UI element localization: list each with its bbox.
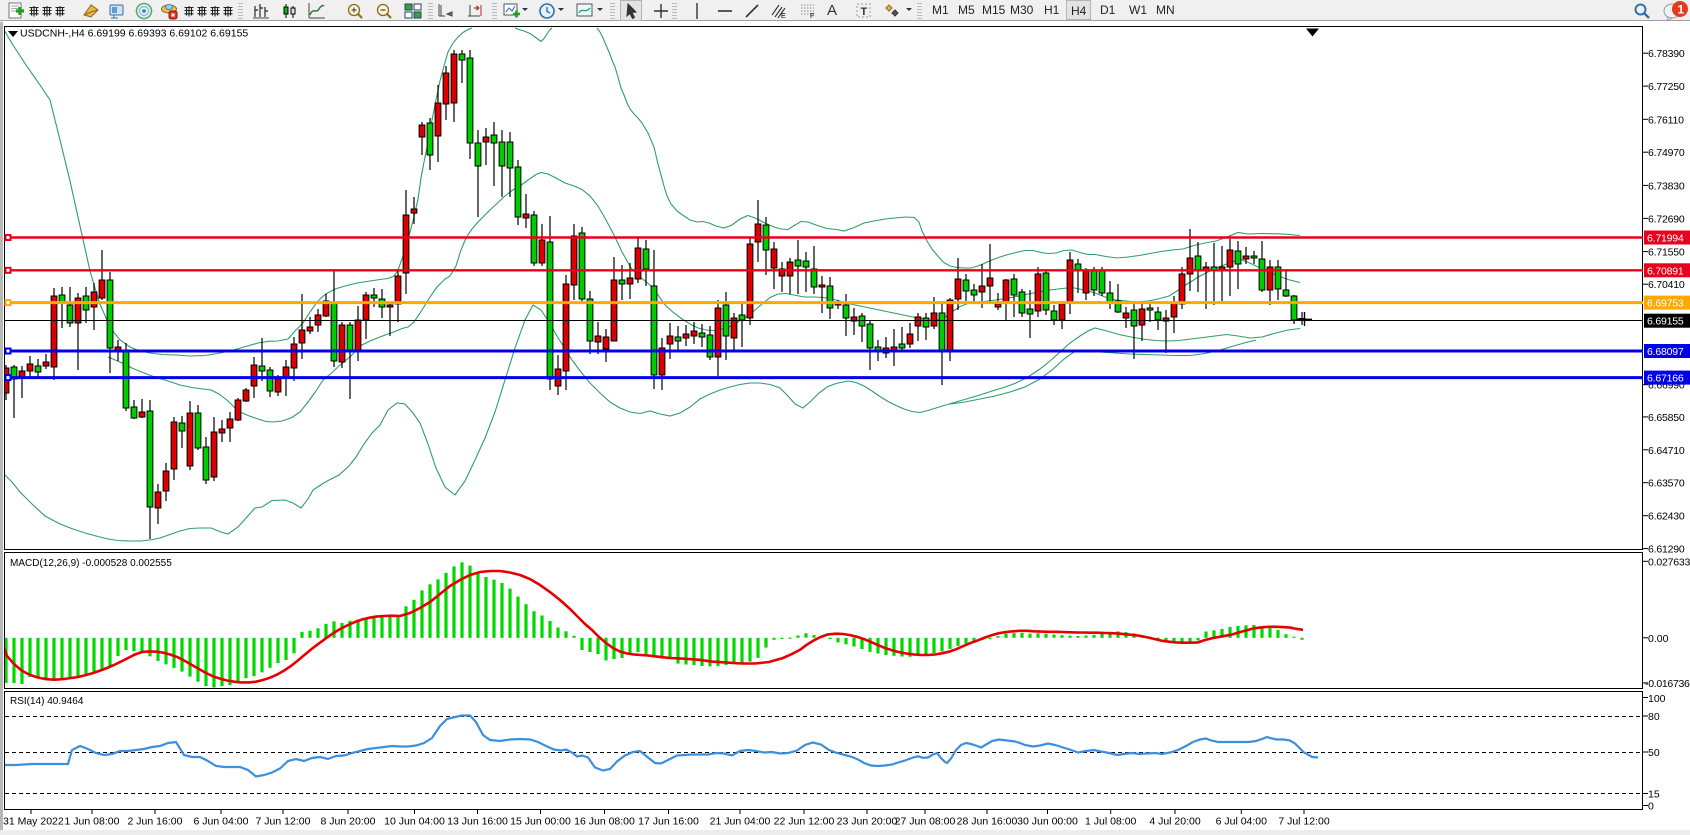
svg-text:6.77250: 6.77250 bbox=[1648, 81, 1685, 93]
svg-text:6.67166: 6.67166 bbox=[1647, 373, 1684, 385]
svg-text:2 Jun 16:00: 2 Jun 16:00 bbox=[128, 816, 183, 828]
svg-text:15 Jun 00:00: 15 Jun 00:00 bbox=[510, 816, 571, 828]
svg-text:0.027633: 0.027633 bbox=[1648, 556, 1690, 568]
svg-text:1: 1 bbox=[1678, 3, 1685, 17]
svg-text:0: 0 bbox=[1648, 801, 1654, 813]
svg-text:6.64710: 6.64710 bbox=[1648, 445, 1685, 457]
svg-text:6.73830: 6.73830 bbox=[1648, 180, 1685, 192]
svg-text:4 Jul 20:00: 4 Jul 20:00 bbox=[1149, 816, 1201, 828]
svg-text:6.70410: 6.70410 bbox=[1648, 279, 1685, 291]
svg-text:6.69753: 6.69753 bbox=[1647, 298, 1684, 310]
svg-text:6 Jul 04:00: 6 Jul 04:00 bbox=[1216, 816, 1268, 828]
svg-text:6 Jun 04:00: 6 Jun 04:00 bbox=[194, 816, 249, 828]
svg-text:6.71550: 6.71550 bbox=[1648, 247, 1685, 259]
svg-text:6.63570: 6.63570 bbox=[1648, 478, 1685, 490]
svg-text:31 May 2022: 31 May 2022 bbox=[3, 816, 64, 828]
svg-text:6.76110: 6.76110 bbox=[1648, 114, 1684, 126]
svg-text:16 Jun 08:00: 16 Jun 08:00 bbox=[574, 816, 635, 828]
svg-text:RSI(14) 40.9464: RSI(14) 40.9464 bbox=[10, 696, 84, 707]
svg-text:100: 100 bbox=[1648, 693, 1666, 705]
svg-text:23 Jun 20:00: 23 Jun 20:00 bbox=[837, 816, 898, 828]
svg-text:6.68097: 6.68097 bbox=[1647, 346, 1684, 358]
svg-text:8 Jun 20:00: 8 Jun 20:00 bbox=[321, 816, 376, 828]
svg-text:6.74970: 6.74970 bbox=[1648, 147, 1685, 159]
svg-text:6.61290: 6.61290 bbox=[1648, 544, 1685, 556]
svg-text:13 Jun 16:00: 13 Jun 16:00 bbox=[447, 816, 508, 828]
svg-text:30 Jun 00:00: 30 Jun 00:00 bbox=[1017, 816, 1078, 828]
svg-text:6.69155: 6.69155 bbox=[1647, 316, 1684, 328]
svg-text:6.70891: 6.70891 bbox=[1647, 265, 1684, 277]
svg-text:T: T bbox=[861, 6, 868, 18]
svg-text:USDCNH-,H4 6.69199 6.69393 6.: USDCNH-,H4 6.69199 6.69393 6.69102 6.691… bbox=[20, 28, 248, 40]
svg-text:7 Jun 12:00: 7 Jun 12:00 bbox=[256, 816, 311, 828]
svg-text:22 Jun 12:00: 22 Jun 12:00 bbox=[774, 816, 835, 828]
svg-text:28 Jun 16:00: 28 Jun 16:00 bbox=[957, 816, 1018, 828]
svg-text:1 Jun 08:00: 1 Jun 08:00 bbox=[65, 816, 120, 828]
svg-text:1 Jul 08:00: 1 Jul 08:00 bbox=[1085, 816, 1137, 828]
svg-text:6.62430: 6.62430 bbox=[1648, 511, 1685, 523]
svg-text:6.72690: 6.72690 bbox=[1648, 213, 1685, 225]
svg-text:17 Jun 16:00: 17 Jun 16:00 bbox=[638, 816, 699, 828]
svg-text:10 Jun 04:00: 10 Jun 04:00 bbox=[384, 816, 445, 828]
svg-text:6.71994: 6.71994 bbox=[1647, 233, 1684, 245]
svg-text:6.78390: 6.78390 bbox=[1648, 48, 1685, 60]
svg-text:50: 50 bbox=[1648, 747, 1660, 759]
svg-text:80: 80 bbox=[1648, 711, 1660, 723]
svg-text:6.65850: 6.65850 bbox=[1648, 412, 1685, 424]
svg-text:-0.016736: -0.016736 bbox=[1645, 678, 1690, 690]
svg-text:15: 15 bbox=[1648, 788, 1660, 800]
svg-text:27 Jun 08:00: 27 Jun 08:00 bbox=[895, 816, 956, 828]
svg-text:7 Jul 12:00: 7 Jul 12:00 bbox=[1278, 816, 1330, 828]
svg-text:F: F bbox=[810, 13, 814, 20]
svg-text:MACD(12,26,9) -0.000528 0.0025: MACD(12,26,9) -0.000528 0.002555 bbox=[10, 558, 172, 569]
svg-text:21 Jun 04:00: 21 Jun 04:00 bbox=[710, 816, 771, 828]
svg-text:0.00: 0.00 bbox=[1648, 633, 1669, 645]
svg-text:E: E bbox=[781, 13, 786, 20]
